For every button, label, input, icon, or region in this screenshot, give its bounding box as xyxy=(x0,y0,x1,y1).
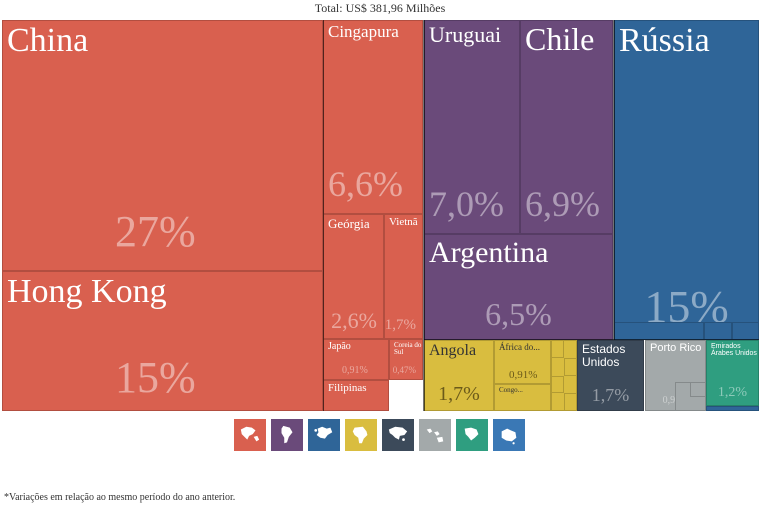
tile-label: Porto Rico xyxy=(650,342,702,354)
tile-filipinas[interactable]: Filipinas xyxy=(323,380,389,411)
tile-label: Coreia do Sul xyxy=(394,341,422,357)
south-america-icon xyxy=(281,425,293,444)
tile-label: Emirados Árabes Unidos xyxy=(711,343,757,358)
legend-europe-button[interactable] xyxy=(308,419,340,451)
tile-value: 27% xyxy=(115,207,196,256)
tile-value: 15% xyxy=(115,353,196,402)
tile-china[interactable]: China 27% xyxy=(2,20,323,271)
tile-chile[interactable]: Chile 6,9% xyxy=(520,20,613,234)
tile-label: Cingapura xyxy=(328,22,399,41)
tile-argentina[interactable]: Argentina 6,5% xyxy=(424,234,613,340)
tile-label: Uruguai xyxy=(429,22,502,47)
tile-vietna[interactable]: Vietnã 1,7% xyxy=(384,214,423,339)
tile-label: Angola xyxy=(429,342,477,359)
tile-value: 0,91% xyxy=(509,369,538,381)
small-tile[interactable] xyxy=(690,382,706,397)
small-tile[interactable] xyxy=(551,340,564,358)
treemap: China 27% Hong Kong 15% Cingapura 6,6% Geórgia… xyxy=(2,20,759,411)
tile-hong-kong[interactable]: Hong Kong 15% xyxy=(2,271,323,411)
tile-value: 0,91% xyxy=(342,365,368,376)
tile-label: Japão xyxy=(328,341,351,352)
oceania-icon xyxy=(426,428,444,443)
tile-label: Vietnã xyxy=(389,216,418,228)
legend-north-america-button[interactable] xyxy=(234,419,266,451)
tile-value: 1,7% xyxy=(591,385,630,405)
legend-australia-button[interactable] xyxy=(493,419,525,451)
legend-asia-button[interactable] xyxy=(382,419,414,451)
tile-label: Geórgia xyxy=(328,216,370,231)
chart-title: Total: US$ 381,96 Milhões xyxy=(314,1,446,15)
tile-emirados-arabes-unidos[interactable]: Emirados Árabes Unidos 1,2% xyxy=(706,340,759,406)
tile-value: 0,47% xyxy=(392,365,416,375)
region-separator xyxy=(323,20,324,411)
tile-estados-unidos[interactable]: Estados Unidos 1,7% xyxy=(577,340,644,411)
tile-value: 6,5% xyxy=(485,296,552,332)
tile-label: Congo... xyxy=(499,386,523,394)
middle-east-icon xyxy=(464,427,479,441)
tile-japao[interactable]: Japão 0,91% xyxy=(323,339,389,380)
tile-congo[interactable]: Congo... xyxy=(494,384,551,411)
tile-label: China xyxy=(7,22,89,59)
tile-value: 6,9% xyxy=(525,184,600,224)
region-separator xyxy=(423,20,425,411)
tile-value: 1,7% xyxy=(384,317,416,333)
tile-label: Argentina xyxy=(429,236,549,269)
tile-cingapura[interactable]: Cingapura 6,6% xyxy=(323,20,423,214)
tile-value: 6,6% xyxy=(328,164,403,204)
tile-russia[interactable]: Rússia 15% xyxy=(614,20,759,340)
tile-label: Estados Unidos xyxy=(582,342,626,369)
tile-uruguai[interactable]: Uruguai 7,0% xyxy=(424,20,520,234)
legend-middle-east-button[interactable] xyxy=(456,419,488,451)
small-tile[interactable] xyxy=(732,322,759,340)
tile-value: 1,7% xyxy=(438,383,480,405)
small-tile[interactable] xyxy=(564,393,577,411)
tile-angola[interactable]: Angola 1,7% xyxy=(424,340,494,411)
tile-label: Filipinas xyxy=(328,382,367,394)
small-tile[interactable] xyxy=(614,322,704,340)
legend-africa-button[interactable] xyxy=(345,419,377,451)
small-tile[interactable] xyxy=(704,322,732,340)
legend-oceania-button[interactable] xyxy=(419,419,451,451)
tile-value: 7,0% xyxy=(429,184,504,224)
tile-value: 2,6% xyxy=(331,308,377,333)
asia-icon xyxy=(388,426,408,441)
region-separator xyxy=(613,20,615,340)
region-separator xyxy=(424,339,759,340)
europe-icon xyxy=(314,426,333,439)
tile-label: Hong Kong xyxy=(7,273,167,310)
small-tile[interactable] xyxy=(551,376,564,393)
tile-label: África do... xyxy=(499,342,540,352)
small-tile[interactable] xyxy=(564,358,577,376)
tile-label: Chile xyxy=(525,21,595,57)
legend-south-america-button[interactable] xyxy=(271,419,303,451)
north-america-icon xyxy=(240,426,260,442)
tile-africa-do[interactable]: África do... 0,91% xyxy=(494,340,551,384)
tile-label: Rússia xyxy=(619,22,710,59)
africa-icon xyxy=(352,426,368,444)
tile-value: 1,2% xyxy=(717,385,748,400)
australia-icon xyxy=(501,428,517,445)
tile-georgia[interactable]: Geórgia 2,6% xyxy=(323,214,384,339)
small-tile[interactable] xyxy=(706,406,759,411)
tile-coreia-do-sul[interactable]: Coreia do Sul 0,47% xyxy=(389,339,423,380)
footnote: *Variações em relação ao mesmo período d… xyxy=(4,492,236,503)
